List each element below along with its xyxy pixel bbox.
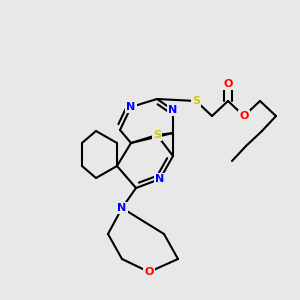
Text: N: N (155, 174, 165, 184)
Text: N: N (168, 105, 178, 115)
Text: O: O (223, 79, 233, 89)
Text: O: O (239, 111, 249, 121)
Text: S: S (153, 130, 161, 140)
Text: O: O (144, 267, 154, 277)
Text: N: N (117, 203, 127, 213)
Text: N: N (126, 102, 136, 112)
Text: S: S (192, 96, 200, 106)
